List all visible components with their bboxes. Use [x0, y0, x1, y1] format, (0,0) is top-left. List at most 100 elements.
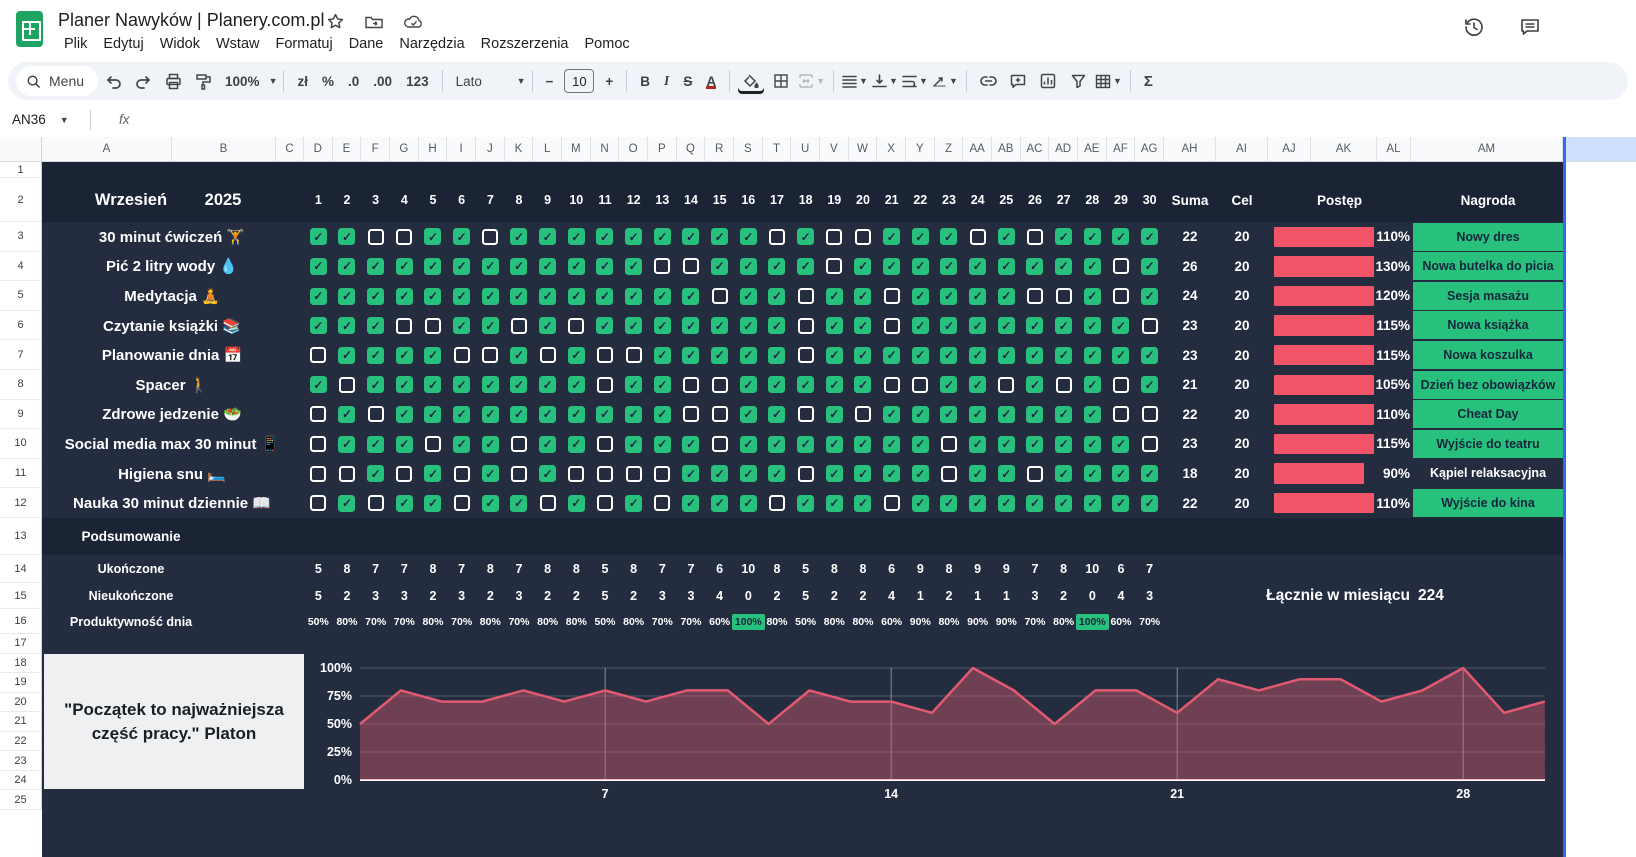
- row-header-4[interactable]: 4: [0, 252, 42, 282]
- checkbox-day-13-checked[interactable]: ✓: [654, 406, 671, 423]
- done-day-5[interactable]: 8: [419, 555, 448, 583]
- column-header-v[interactable]: V: [820, 137, 849, 162]
- checkbox-day-23-unchecked[interactable]: [941, 466, 957, 482]
- checkbox-day-29-checked[interactable]: ✓: [1112, 495, 1129, 512]
- checkbox-day-14-unchecked[interactable]: [683, 258, 699, 274]
- done-day-18[interactable]: 5: [791, 555, 820, 583]
- reward-cell[interactable]: Nowa książka: [1413, 311, 1563, 339]
- checkbox-day-3-checked[interactable]: ✓: [367, 376, 384, 393]
- checkbox-day-26-checked[interactable]: ✓: [1026, 495, 1043, 512]
- checkbox-day-30-checked[interactable]: ✓: [1141, 465, 1158, 482]
- productivity-day-29[interactable]: 60%: [1107, 609, 1136, 634]
- checkbox-day-9-checked[interactable]: ✓: [539, 317, 556, 334]
- undone-day-9[interactable]: 2: [533, 583, 562, 609]
- checkbox-day-24-unchecked[interactable]: [970, 229, 986, 245]
- font-select[interactable]: Lato: [456, 74, 508, 89]
- checkbox-day-22-checked[interactable]: ✓: [912, 228, 929, 245]
- checkbox-day-10-checked[interactable]: ✓: [568, 228, 585, 245]
- checkbox-day-2-checked[interactable]: ✓: [338, 258, 355, 275]
- checkbox-day-12-checked[interactable]: ✓: [625, 258, 642, 275]
- checkbox-day-9-checked[interactable]: ✓: [539, 436, 556, 453]
- checkbox-day-14-checked[interactable]: ✓: [682, 347, 699, 364]
- column-header-t[interactable]: T: [763, 137, 792, 162]
- suma-value[interactable]: 23: [1164, 340, 1216, 370]
- checkbox-day-3-checked[interactable]: ✓: [367, 436, 384, 453]
- checkbox-day-11-checked[interactable]: ✓: [596, 228, 613, 245]
- checkbox-day-17-checked[interactable]: ✓: [768, 258, 785, 275]
- checkbox-day-20-checked[interactable]: ✓: [854, 288, 871, 305]
- checkbox-day-7-checked[interactable]: ✓: [482, 317, 499, 334]
- checkbox-day-8-unchecked[interactable]: [511, 436, 527, 452]
- checkbox-day-1-checked[interactable]: ✓: [310, 376, 327, 393]
- checkbox-day-15-checked[interactable]: ✓: [711, 347, 728, 364]
- undone-day-25[interactable]: 1: [992, 583, 1021, 609]
- checkbox-day-5-unchecked[interactable]: [425, 436, 441, 452]
- undone-day-24[interactable]: 1: [963, 583, 992, 609]
- checkbox-day-7-checked[interactable]: ✓: [482, 406, 499, 423]
- column-header-b[interactable]: B: [172, 137, 276, 162]
- checkbox-day-11-checked[interactable]: ✓: [596, 317, 613, 334]
- undone-day-5[interactable]: 2: [419, 583, 448, 609]
- checkbox-day-25-checked[interactable]: ✓: [998, 406, 1015, 423]
- checkbox-day-20-checked[interactable]: ✓: [854, 258, 871, 275]
- row-header-12[interactable]: 12: [0, 488, 42, 518]
- checkbox-day-18-unchecked[interactable]: [798, 347, 814, 363]
- checkbox-day-8-checked[interactable]: ✓: [510, 228, 527, 245]
- checkbox-day-5-checked[interactable]: ✓: [424, 495, 441, 512]
- checkbox-day-1-unchecked[interactable]: [310, 495, 326, 511]
- checkbox-day-18-checked[interactable]: ✓: [797, 258, 814, 275]
- checkbox-day-4-checked[interactable]: ✓: [396, 288, 413, 305]
- column-header-aa[interactable]: AA: [963, 137, 992, 162]
- checkbox-day-23-checked[interactable]: ✓: [940, 376, 957, 393]
- checkbox-day-10-checked[interactable]: ✓: [568, 258, 585, 275]
- checkbox-day-13-unchecked[interactable]: [654, 495, 670, 511]
- done-day-30[interactable]: 7: [1135, 555, 1164, 583]
- checkbox-day-12-checked[interactable]: ✓: [625, 495, 642, 512]
- checkbox-day-6-checked[interactable]: ✓: [453, 288, 470, 305]
- checkbox-day-24-checked[interactable]: ✓: [969, 406, 986, 423]
- checkbox-day-29-checked[interactable]: ✓: [1112, 347, 1129, 364]
- checkbox-day-10-checked[interactable]: ✓: [568, 436, 585, 453]
- checkbox-day-28-checked[interactable]: ✓: [1084, 317, 1101, 334]
- checkbox-day-28-checked[interactable]: ✓: [1084, 465, 1101, 482]
- done-day-13[interactable]: 7: [648, 555, 677, 583]
- checkbox-day-8-checked[interactable]: ✓: [510, 288, 527, 305]
- checkbox-day-25-checked[interactable]: ✓: [998, 347, 1015, 364]
- checkbox-day-4-checked[interactable]: ✓: [396, 347, 413, 364]
- checkbox-day-18-checked[interactable]: ✓: [797, 376, 814, 393]
- checkbox-day-16-checked[interactable]: ✓: [740, 376, 757, 393]
- column-header-n[interactable]: N: [591, 137, 620, 162]
- checkbox-day-5-checked[interactable]: ✓: [424, 347, 441, 364]
- checkbox-day-7-unchecked[interactable]: [482, 229, 498, 245]
- done-day-22[interactable]: 9: [906, 555, 935, 583]
- row-header-10[interactable]: 10: [0, 429, 42, 459]
- checkbox-day-20-unchecked[interactable]: [855, 406, 871, 422]
- done-day-20[interactable]: 8: [849, 555, 878, 583]
- row-header-25[interactable]: 25: [0, 790, 42, 810]
- checkbox-day-21-checked[interactable]: ✓: [883, 406, 900, 423]
- productivity-day-15[interactable]: 60%: [705, 609, 734, 634]
- checkbox-day-2-checked[interactable]: ✓: [338, 406, 355, 423]
- checkbox-day-4-unchecked[interactable]: [396, 318, 412, 334]
- row-header-18[interactable]: 18: [0, 654, 42, 674]
- undone-day-22[interactable]: 1: [906, 583, 935, 609]
- cel-value[interactable]: 20: [1216, 311, 1268, 341]
- checkbox-day-8-checked[interactable]: ✓: [510, 347, 527, 364]
- row-header-8[interactable]: 8: [0, 370, 42, 400]
- checkbox-day-24-checked[interactable]: ✓: [969, 288, 986, 305]
- checkbox-day-26-unchecked[interactable]: [1027, 229, 1043, 245]
- done-day-7[interactable]: 8: [476, 555, 505, 583]
- checkbox-day-23-checked[interactable]: ✓: [940, 317, 957, 334]
- checkbox-day-3-unchecked[interactable]: [368, 229, 384, 245]
- sheets-logo-icon[interactable]: [16, 11, 43, 47]
- strikethrough-button[interactable]: S: [683, 74, 692, 89]
- checkbox-day-25-checked[interactable]: ✓: [998, 436, 1015, 453]
- checkbox-day-1-unchecked[interactable]: [310, 466, 326, 482]
- checkbox-day-5-checked[interactable]: ✓: [424, 406, 441, 423]
- undone-day-15[interactable]: 4: [705, 583, 734, 609]
- checkbox-day-11-unchecked[interactable]: [597, 466, 613, 482]
- undone-day-30[interactable]: 3: [1135, 583, 1164, 609]
- increase-decimal-button[interactable]: .00: [373, 74, 392, 89]
- checkbox-day-17-checked[interactable]: ✓: [768, 406, 785, 423]
- borders-button[interactable]: [768, 68, 794, 94]
